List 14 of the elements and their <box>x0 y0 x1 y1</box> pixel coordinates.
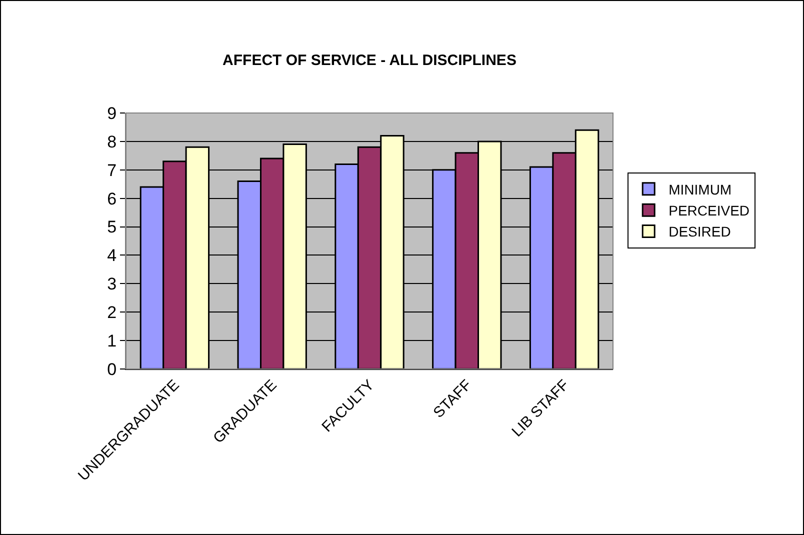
y-tick-label: 6 <box>107 189 117 208</box>
legend-label: DESIRED <box>668 224 731 240</box>
y-tick-label: 1 <box>107 332 117 351</box>
chart-title: AFFECT OF SERVICE - ALL DISCIPLINES <box>222 52 516 69</box>
y-tick-label: 3 <box>107 274 117 294</box>
y-tick-label: 5 <box>107 218 117 237</box>
legend-label: PERCEIVED <box>668 202 750 219</box>
y-tick-label: 8 <box>107 132 117 152</box>
y-tick-label: 4 <box>107 246 117 266</box>
y-tick-label: 2 <box>107 303 117 322</box>
y-tick-label: 0 <box>107 360 117 379</box>
legend-label: MINIMUM <box>668 181 732 198</box>
y-tick-label: 9 <box>107 104 117 123</box>
y-tick-label: 7 <box>107 160 117 180</box>
